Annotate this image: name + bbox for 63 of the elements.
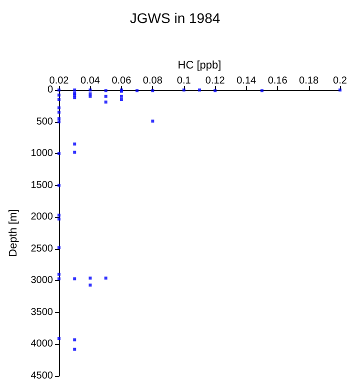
point [58, 277, 60, 280]
x-tick-label: 0.04 [80, 76, 100, 86]
point [58, 246, 60, 250]
point [151, 89, 154, 92]
point [73, 277, 76, 280]
y-tick-label: 1500 [30, 180, 54, 191]
y-tick-label: 2000 [30, 212, 54, 223]
y-tick-label: 4500 [30, 370, 54, 382]
point [151, 120, 154, 123]
point [58, 214, 60, 217]
point [58, 88, 60, 92]
point [58, 98, 60, 102]
y-axis-title: Depth [m] [8, 209, 20, 257]
point [73, 88, 76, 92]
y-tick-label: 2500 [30, 243, 54, 254]
x-tick-label: 0.06 [112, 76, 132, 86]
point [120, 98, 123, 102]
point [73, 142, 76, 146]
point [88, 276, 92, 280]
point [58, 110, 60, 114]
x-tick-label: 0.14 [236, 76, 256, 86]
point [58, 117, 60, 120]
x-axis-title: HC [ppb] [178, 60, 222, 72]
x-tick-label: 0.18 [299, 76, 319, 86]
point [198, 88, 201, 92]
point [58, 120, 60, 124]
point [73, 348, 76, 351]
point [73, 96, 76, 100]
point [182, 88, 186, 92]
x-tick-label: 0.2 [333, 76, 348, 86]
point [120, 94, 123, 98]
point [58, 94, 60, 97]
point [260, 89, 264, 92]
point [58, 184, 60, 187]
point [104, 276, 108, 280]
point [58, 106, 60, 110]
y-tick-label: 4000 [30, 338, 54, 350]
y-tick-label: 3000 [30, 275, 54, 286]
point [104, 94, 108, 98]
x-tick-label: 0.08 [142, 76, 163, 86]
chart-title: JGWS in 1984 [130, 10, 220, 26]
point [136, 89, 139, 92]
point [58, 272, 60, 276]
point [88, 88, 92, 92]
point [338, 88, 342, 92]
point [73, 338, 76, 342]
point [58, 152, 60, 156]
x-tick-label: 0.02 [49, 76, 70, 86]
y-tick-label: 1000 [30, 148, 54, 160]
y-tick-label: 0 [47, 84, 54, 96]
y-tick-label: 3500 [30, 306, 54, 318]
point [214, 89, 217, 92]
point [88, 94, 92, 98]
point [104, 89, 108, 92]
point [73, 150, 76, 154]
point [58, 218, 60, 221]
point [88, 284, 92, 287]
x-tick-label: 0.1 [176, 76, 192, 86]
point [104, 100, 108, 104]
x-tick-label: 0.16 [268, 76, 288, 86]
y-tick-label: 500 [36, 116, 54, 128]
point [58, 337, 60, 340]
x-tick-label: 0.12 [205, 76, 226, 86]
